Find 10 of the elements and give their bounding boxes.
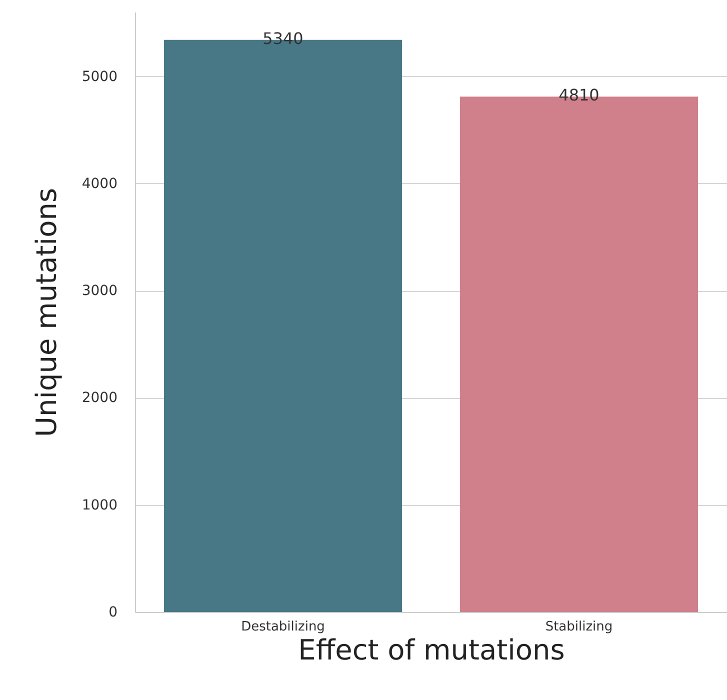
y-tick-label: 4000 [82, 176, 118, 192]
y-tick-label: 0 [108, 604, 118, 620]
x-tick-label: Destabilizing [241, 620, 325, 634]
y-tick-label: 5000 [82, 68, 118, 85]
x-axis-title: Effect of mutations [298, 634, 565, 666]
y-tick-label: 3000 [82, 283, 118, 300]
y-axis-title: Unique mutations [30, 188, 63, 438]
y-tick-label: 2000 [82, 390, 118, 406]
x-tick-label: Stabilizing [545, 620, 613, 634]
y-tick-label: 1000 [82, 497, 118, 514]
